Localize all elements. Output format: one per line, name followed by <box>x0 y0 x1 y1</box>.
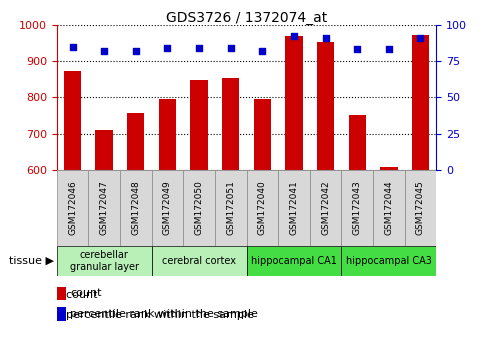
Text: GSM172040: GSM172040 <box>258 181 267 235</box>
Point <box>100 48 108 54</box>
Bar <box>341 246 436 276</box>
Text: GSM172045: GSM172045 <box>416 181 425 235</box>
Text: count: count <box>70 289 102 298</box>
Bar <box>57 246 152 276</box>
Point <box>353 47 361 52</box>
Text: cerebral cortex: cerebral cortex <box>162 256 236 266</box>
Bar <box>412 35 429 170</box>
Bar <box>278 170 310 246</box>
Text: GSM172047: GSM172047 <box>100 181 108 235</box>
Text: GSM172044: GSM172044 <box>385 181 393 235</box>
Bar <box>64 71 81 170</box>
Text: tissue ▶: tissue ▶ <box>9 256 54 266</box>
Bar <box>341 170 373 246</box>
Point <box>195 45 203 51</box>
Bar <box>310 170 341 246</box>
Point <box>258 48 266 54</box>
Bar <box>253 99 271 170</box>
Bar <box>246 170 278 246</box>
Text: GSM172043: GSM172043 <box>352 181 362 235</box>
Text: percentile rank within the sample: percentile rank within the sample <box>59 310 254 320</box>
Bar <box>96 130 113 170</box>
Bar <box>349 115 366 170</box>
Bar <box>373 170 405 246</box>
Bar <box>380 167 397 170</box>
Point <box>132 48 140 54</box>
Text: hippocampal CA1: hippocampal CA1 <box>251 256 337 266</box>
Text: GSM172048: GSM172048 <box>131 181 141 235</box>
Bar <box>120 170 152 246</box>
Text: GDS3726 / 1372074_at: GDS3726 / 1372074_at <box>166 11 327 25</box>
Point <box>69 44 76 49</box>
Text: GSM172041: GSM172041 <box>289 181 298 235</box>
Point <box>227 45 235 51</box>
Bar <box>190 80 208 170</box>
Bar <box>152 246 246 276</box>
Text: GSM172049: GSM172049 <box>163 181 172 235</box>
Bar <box>246 246 341 276</box>
Point <box>321 35 329 41</box>
Bar <box>317 42 334 170</box>
Bar <box>152 170 183 246</box>
Bar <box>159 99 176 170</box>
Bar <box>222 79 240 170</box>
Text: percentile rank within the sample: percentile rank within the sample <box>70 309 258 319</box>
Text: GSM172046: GSM172046 <box>68 181 77 235</box>
Bar <box>88 170 120 246</box>
Point <box>385 47 393 52</box>
Bar <box>127 113 144 170</box>
Point <box>290 34 298 39</box>
Text: GSM172050: GSM172050 <box>195 181 204 235</box>
Bar <box>285 36 303 170</box>
Text: GSM172042: GSM172042 <box>321 181 330 235</box>
Point <box>417 35 424 41</box>
Bar <box>57 170 88 246</box>
Bar <box>57 307 66 321</box>
Bar <box>183 170 215 246</box>
Bar <box>57 287 66 300</box>
Text: GSM172051: GSM172051 <box>226 181 235 235</box>
Bar <box>405 170 436 246</box>
Text: count: count <box>59 290 98 300</box>
Text: cerebellar
granular layer: cerebellar granular layer <box>70 250 139 272</box>
Text: hippocampal CA3: hippocampal CA3 <box>346 256 432 266</box>
Point <box>164 45 172 51</box>
Bar <box>215 170 246 246</box>
